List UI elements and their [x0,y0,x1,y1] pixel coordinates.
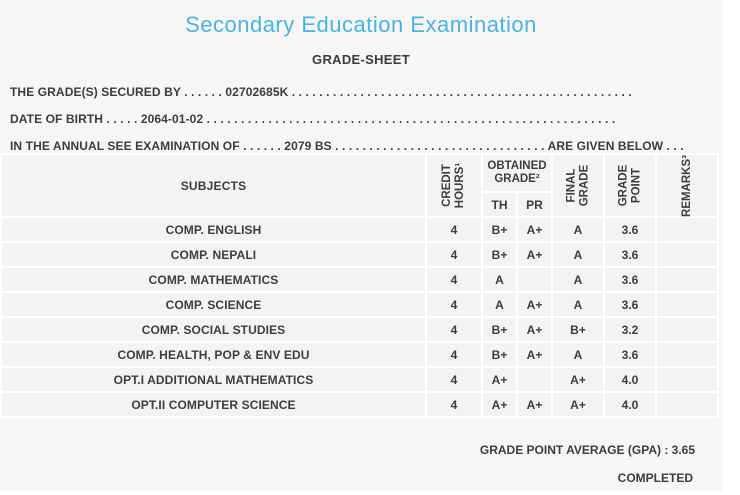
credit-cell: 4 [427,343,481,366]
practical-grade-cell: A+ [518,318,551,341]
gradesheet-subtitle: GRADE-SHEET [312,52,410,67]
subject-cell: COMP. SCIENCE [2,293,425,316]
header-obtained-grade-line1: OBTAINED [487,160,547,172]
credit-cell: 4 [427,218,481,241]
header-grade-point-line2: POINT [630,167,643,204]
practical-grade-cell: A+ [518,393,551,416]
credit-cell: 4 [427,393,481,416]
theory-grade-cell: B+ [483,343,516,366]
subject-cell: COMP. SOCIAL STUDIES [2,318,425,341]
final-grade-cell: A+ [553,368,603,391]
theory-grade-cell: A+ [483,368,516,391]
remarks-cell [657,368,717,391]
table-row: COMP. NEPALI 4 B+ A+ A 3.6 [2,243,717,266]
header-obtained-grade: OBTAINED GRADE² [483,155,551,191]
subject-cell: OPT.II COMPUTER SCIENCE [2,393,425,416]
info-line-exam-year: IN THE ANNUAL SEE EXAMINATION OF . . . .… [10,139,684,153]
theory-grade-cell: B+ [483,318,516,341]
final-grade-cell: A [553,343,603,366]
theory-grade-cell: B+ [483,218,516,241]
info-line-date-of-birth: DATE OF BIRTH . . . . . 2064-01-02 . . .… [10,112,616,126]
header-obtained-grade-line2: GRADE² [494,173,540,185]
grade-point-cell: 3.6 [605,293,655,316]
page-title: Secondary Education Examination [185,12,537,37]
remarks-cell [657,393,717,416]
header-credit-hours: CREDIT HOURS¹ [427,155,481,216]
header-theory: TH [483,193,516,216]
theory-grade-cell: B+ [483,243,516,266]
grade-point-cell: 4.0 [605,393,655,416]
info-line-secured-by: THE GRADE(S) SECURED BY . . . . . . 0270… [10,85,632,99]
subject-cell: COMP. MATHEMATICS [2,268,425,291]
status-completed: COMPLETED [617,471,693,485]
header-grade-point-line1: GRADE [617,164,630,207]
credit-cell: 4 [427,243,481,266]
theory-grade-cell: A [483,268,516,291]
practical-grade-cell: A+ [518,343,551,366]
grade-point-cell: 4.0 [605,368,655,391]
final-grade-cell: A [553,218,603,241]
credit-cell: 4 [427,368,481,391]
credit-cell: 4 [427,268,481,291]
practical-grade-cell [518,368,551,391]
subject-cell: OPT.I ADDITIONAL MATHEMATICS [2,368,425,391]
theory-grade-cell: A [483,293,516,316]
table-row: OPT.I ADDITIONAL MATHEMATICS 4 A+ A+ 4.0 [2,368,717,391]
header-final-grade: FINAL GRADE [553,155,603,216]
table-row: COMP. HEALTH, POP & ENV EDU 4 B+ A+ A 3.… [2,343,717,366]
table-row: COMP. SOCIAL STUDIES 4 B+ A+ B+ 3.2 [2,318,717,341]
remarks-cell [657,243,717,266]
remarks-cell [657,293,717,316]
practical-grade-cell: A+ [518,293,551,316]
candidate-info: THE GRADE(S) SECURED BY . . . . . . 0270… [10,79,712,160]
table-row: OPT.II COMPUTER SCIENCE 4 A+ A+ A+ 4.0 [2,393,717,416]
header-credit-hours-line2: HOURS¹ [454,162,467,209]
grade-point-cell: 3.2 [605,318,655,341]
header-subjects: SUBJECTS [2,155,425,216]
header-remarks: REMARKS³ [657,155,717,216]
header-final-grade-line1: FINAL [565,168,578,203]
credit-cell: 4 [427,318,481,341]
subject-cell: COMP. NEPALI [2,243,425,266]
final-grade-cell: A [553,293,603,316]
remarks-cell [657,218,717,241]
subject-cell: COMP. ENGLISH [2,218,425,241]
remarks-cell [657,343,717,366]
header-final-grade-line2: GRADE [578,164,591,207]
practical-grade-cell: A+ [518,243,551,266]
remarks-cell [657,318,717,341]
gpa-summary: GRADE POINT AVERAGE (GPA) : 3.65 [479,443,695,457]
grade-point-cell: 3.6 [605,268,655,291]
header-grade-point: GRADE POINT [605,155,655,216]
grades-table: SUBJECTS CREDIT HOURS¹ OBTAINED GRADE² F… [0,153,719,418]
table-row: COMP. MATHEMATICS 4 A A 3.6 [2,268,717,291]
credit-cell: 4 [427,293,481,316]
final-grade-cell: A [553,243,603,266]
header-remarks-label: REMARKS³ [681,154,694,217]
subject-cell: COMP. HEALTH, POP & ENV EDU [2,343,425,366]
final-grade-cell: A+ [553,393,603,416]
remarks-cell [657,268,717,291]
final-grade-cell: A [553,268,603,291]
practical-grade-cell: A+ [518,218,551,241]
header-practical: PR [518,193,551,216]
header-credit-hours-line1: CREDIT [441,164,454,207]
practical-grade-cell [518,268,551,291]
grade-point-cell: 3.6 [605,343,655,366]
grade-point-cell: 3.6 [605,243,655,266]
table-row: COMP. ENGLISH 4 B+ A+ A 3.6 [2,218,717,241]
grade-point-cell: 3.6 [605,218,655,241]
theory-grade-cell: A+ [483,393,516,416]
gradesheet-card: Secondary Education Examination GRADE-SH… [0,12,719,485]
table-row: COMP. SCIENCE 4 A A+ A 3.6 [2,293,717,316]
final-grade-cell: B+ [553,318,603,341]
